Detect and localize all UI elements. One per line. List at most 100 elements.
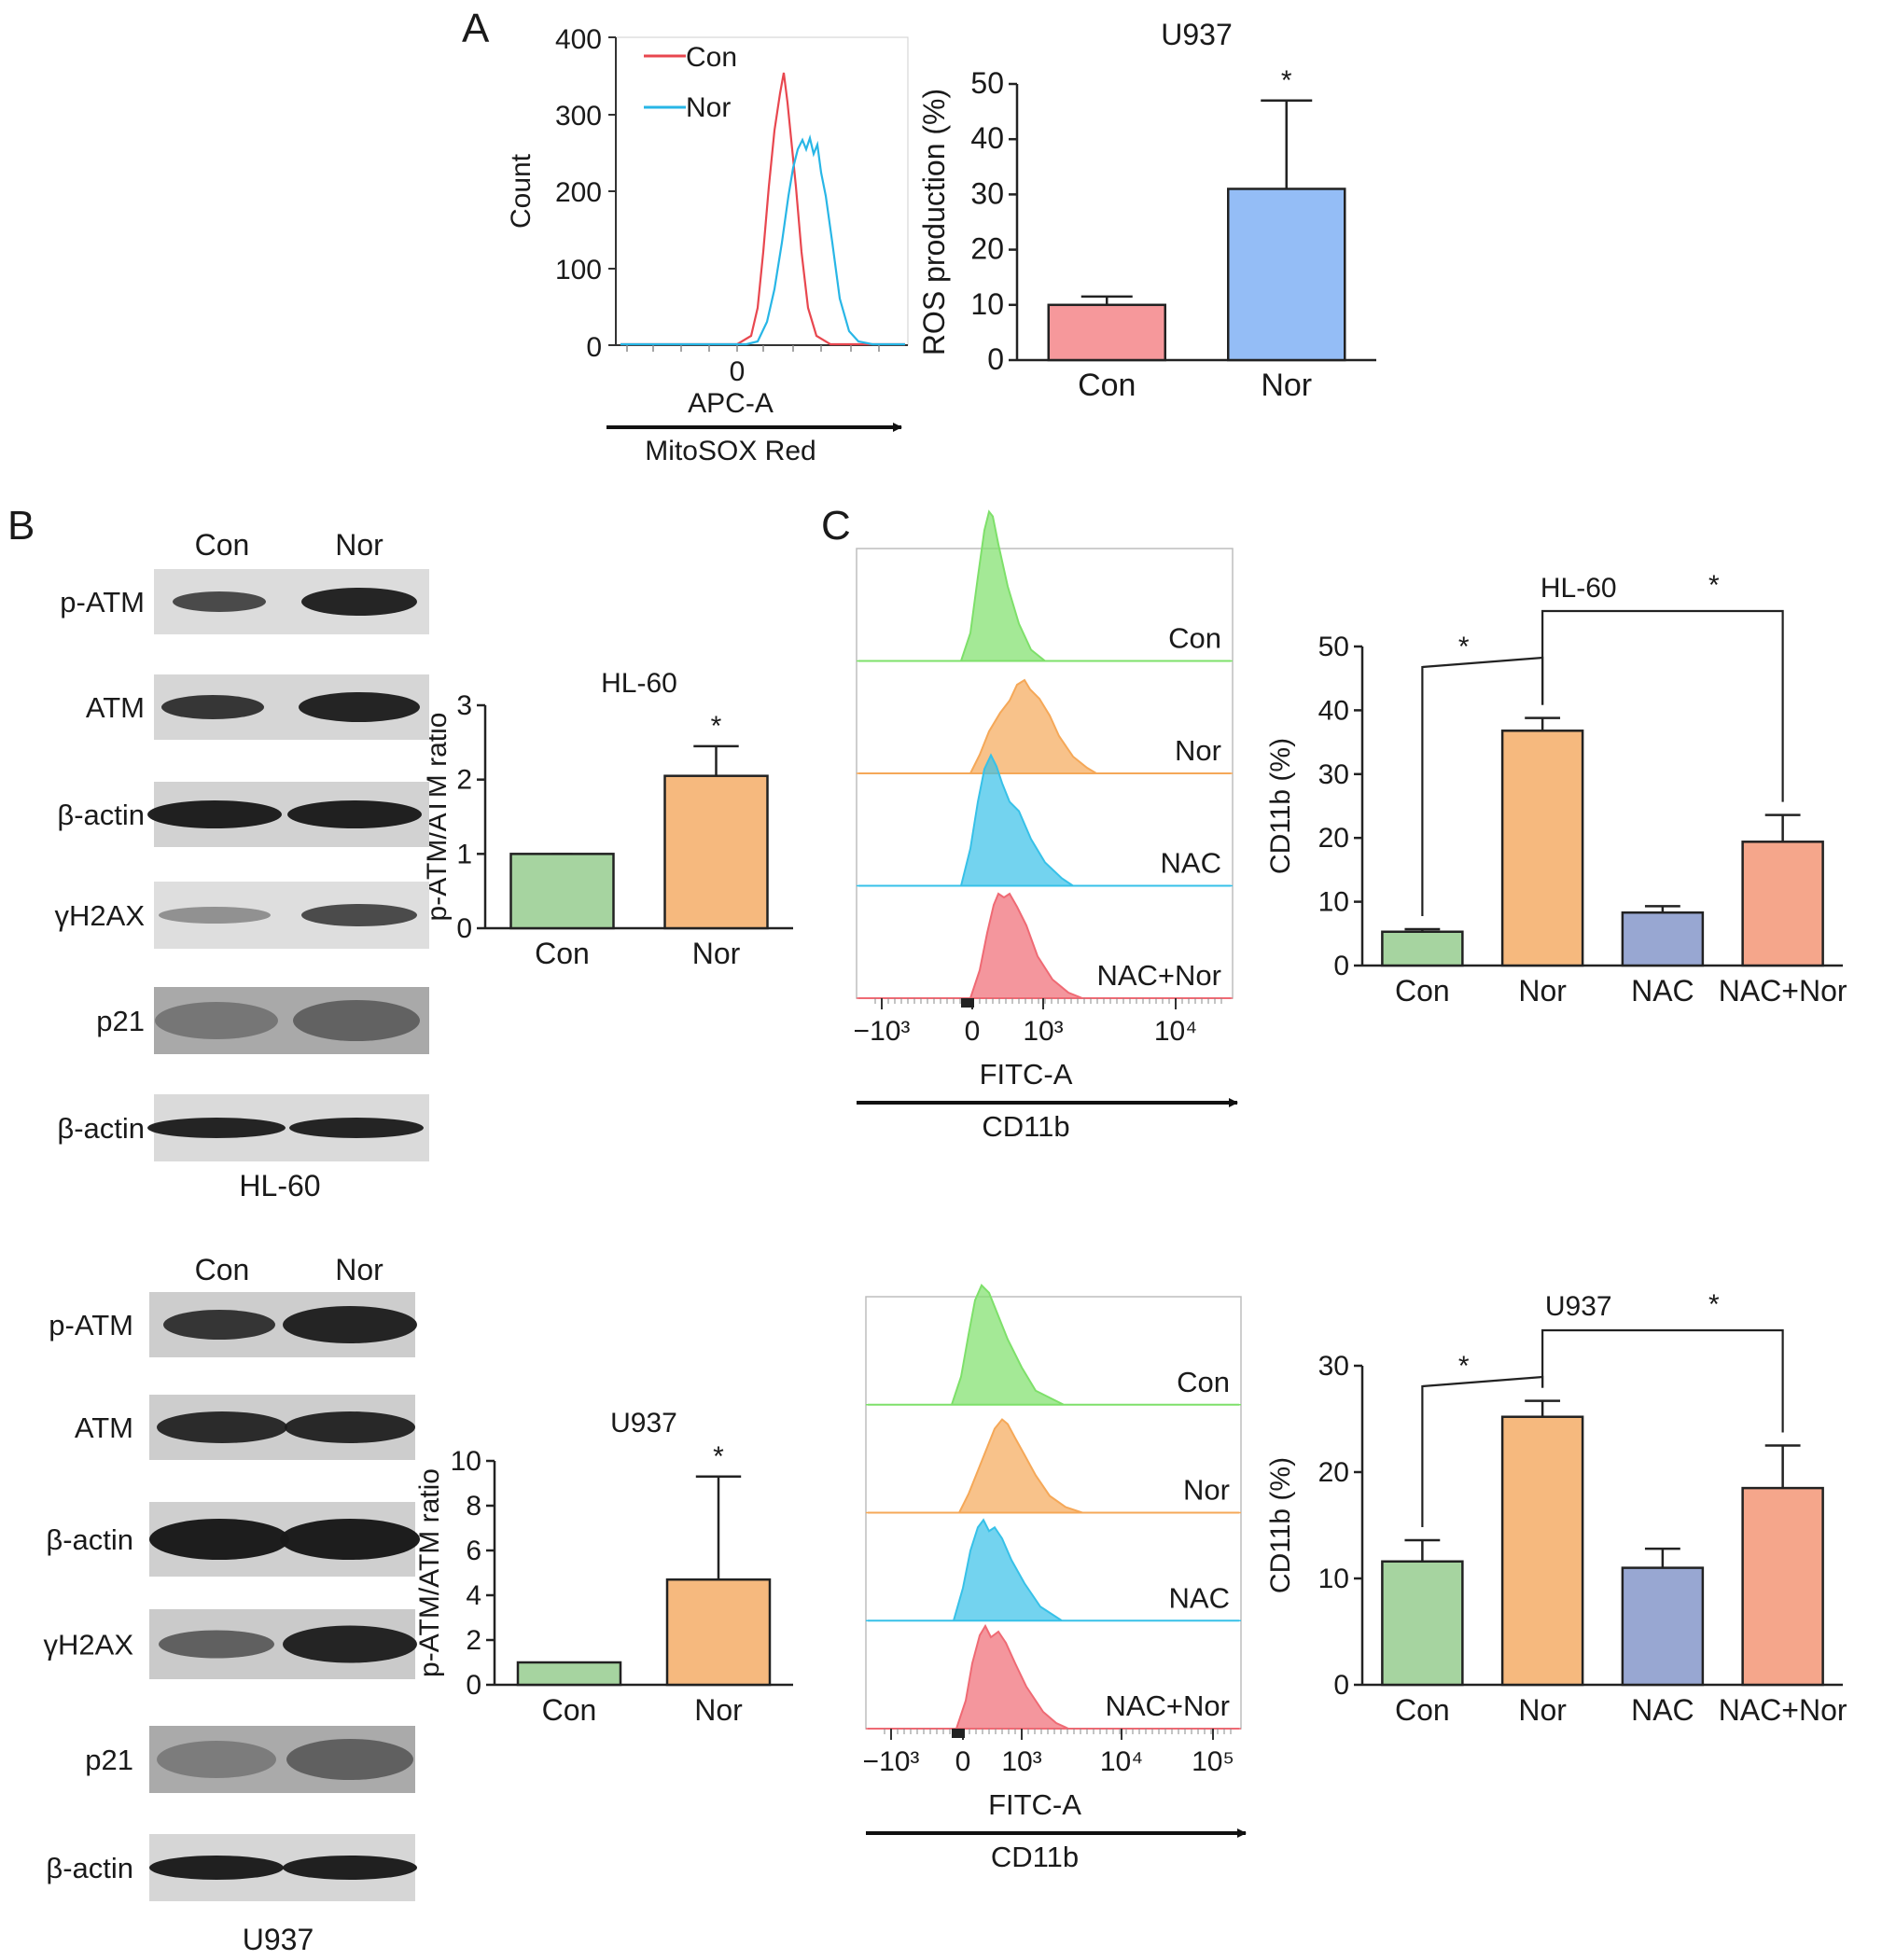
x-axis-sublabel: CD11b (982, 1110, 1069, 1143)
flow-a-ylabel: Count (506, 153, 537, 229)
x-tick-label: Nor (692, 937, 741, 970)
track-label: NAC (1161, 847, 1221, 880)
x-tick-label: NAC (1631, 974, 1694, 1008)
bar-con (1381, 930, 1464, 967)
bar-nor (1500, 1415, 1584, 1687)
band-label: p21 (96, 1005, 145, 1037)
blot-band (287, 800, 422, 828)
track-label: NAC+Nor (1096, 959, 1221, 992)
x-tick-label: 10⁴ (1100, 1746, 1143, 1777)
svg-text:MitoSOX Red: MitoSOX Red (645, 436, 816, 466)
y-axis-label: ROS production (%) (917, 89, 951, 355)
svg-text:Nor: Nor (686, 92, 731, 123)
blot-band (283, 1625, 417, 1663)
chart-title: HL-60 (601, 668, 677, 699)
band-label: ATM (75, 1411, 133, 1444)
y-tick-label: 10 (1318, 1564, 1349, 1594)
bar-nor (1227, 188, 1346, 362)
y-tick-label: 10 (1318, 887, 1349, 918)
svg-text:0: 0 (730, 356, 746, 387)
chart-title: U937 (1545, 1291, 1612, 1322)
x-tick-label: Nor (1518, 974, 1567, 1008)
y-tick-label: 2 (456, 765, 472, 796)
y-tick-label: 6 (466, 1536, 481, 1566)
histogram-nac (868, 1518, 1239, 1622)
y-tick-label: 50 (970, 66, 1004, 100)
x-tick-label: 10³ (1001, 1746, 1041, 1777)
panel-label-b: B (7, 503, 35, 549)
y-tick-label: 20 (1318, 823, 1349, 854)
svg-text:Con: Con (195, 1253, 250, 1286)
blot-band (155, 1002, 278, 1039)
panel-label-c: C (821, 503, 851, 549)
histogram-nor (620, 133, 905, 346)
y-tick-label: 3 (456, 690, 472, 721)
significance-marker: * (711, 711, 722, 742)
y-tick-label: 2 (466, 1625, 481, 1656)
blot-band (301, 588, 417, 616)
bar-con (516, 1661, 622, 1687)
wb-u937-cell-line: U937 (243, 1923, 314, 1955)
svg-text:Nor: Nor (335, 528, 383, 562)
y-tick-label: 30 (1318, 759, 1349, 790)
band-label: p-ATM (49, 1309, 133, 1341)
bar-nor (663, 774, 769, 930)
significance-bracket (1541, 1328, 1784, 1433)
y-axis-label: p-ATM/ATM ratio (414, 1468, 445, 1677)
y-tick-label: 10 (451, 1446, 481, 1477)
significance-marker: * (1281, 65, 1292, 96)
x-tick-label: −10³ (854, 1016, 911, 1047)
blot-band (289, 1118, 424, 1138)
x-tick-label: Nor (694, 1693, 743, 1727)
histogram-con (868, 1284, 1239, 1406)
blot-band (149, 1856, 284, 1880)
track-label: Nor (1183, 1474, 1230, 1507)
y-tick-label: 0 (1333, 1670, 1349, 1701)
blot-band (157, 1411, 287, 1443)
y-tick-label: 0 (456, 913, 472, 944)
blot-band (286, 1739, 413, 1780)
svg-text:100: 100 (555, 255, 602, 285)
chart-title: U937 (1161, 18, 1233, 51)
chart-title: U937 (610, 1408, 677, 1439)
y-tick-label: 0 (987, 342, 1004, 376)
band-label: p-ATM (60, 586, 145, 619)
blot-band (159, 1630, 274, 1659)
svg-text:Nor: Nor (335, 1253, 383, 1286)
flow-stack-cd11b-hl60: Con Nor NAC NAC+Nor −10³ 0 10³ 10⁴ FITC-A CD11b (854, 509, 1238, 1143)
histogram-nac-nor (858, 892, 1231, 999)
x-tick-label: NAC (1631, 1693, 1694, 1727)
y-tick-label: 0 (466, 1670, 481, 1701)
x-tick-label: Con (542, 1693, 597, 1727)
panel-label-a: A (462, 6, 490, 51)
flow-histogram-mitosox: 0 100 200 300 400 0 Count Con Nor APC-A … (506, 24, 909, 466)
bar-chart-ros: 0 10 20 30 40 50 ROS production (%) Con Nor * U937 (917, 18, 1376, 403)
track-label: Con (1168, 622, 1221, 655)
x-tick-label: Con (1078, 368, 1136, 403)
blot-band (149, 1519, 289, 1560)
y-tick-label: 30 (970, 176, 1004, 210)
bar-nac-nor (1741, 1486, 1824, 1687)
wb-hl60-cell-line: HL-60 (239, 1169, 320, 1202)
x-tick-label: 0 (965, 1016, 981, 1047)
bar-con (1047, 303, 1166, 362)
x-tick-label: 10⁴ (1154, 1016, 1197, 1047)
band-label: p21 (85, 1744, 133, 1776)
blot-band (157, 1741, 276, 1778)
track-label: NAC+Nor (1105, 1689, 1230, 1722)
band-label: β-actin (57, 799, 145, 831)
track-label: NAC (1169, 1581, 1230, 1614)
zero-cluster-mark (961, 998, 974, 1008)
x-tick-label: 0 (955, 1746, 971, 1777)
blot-band (173, 591, 266, 612)
svg-text:200: 200 (555, 177, 602, 208)
track-label: Con (1177, 1366, 1230, 1398)
bar-nor (665, 1578, 772, 1687)
bar-chart-cd11b-u937: 0 10 20 30 CD11b (%) Con Nor NAC NAC+Nor * * U937 (1265, 1289, 1847, 1727)
band-label: γH2AX (55, 899, 146, 932)
y-tick-label: 0 (1333, 951, 1349, 981)
blot-band (293, 1000, 420, 1041)
zero-cluster-mark (952, 1729, 965, 1738)
svg-text:400: 400 (555, 24, 602, 55)
